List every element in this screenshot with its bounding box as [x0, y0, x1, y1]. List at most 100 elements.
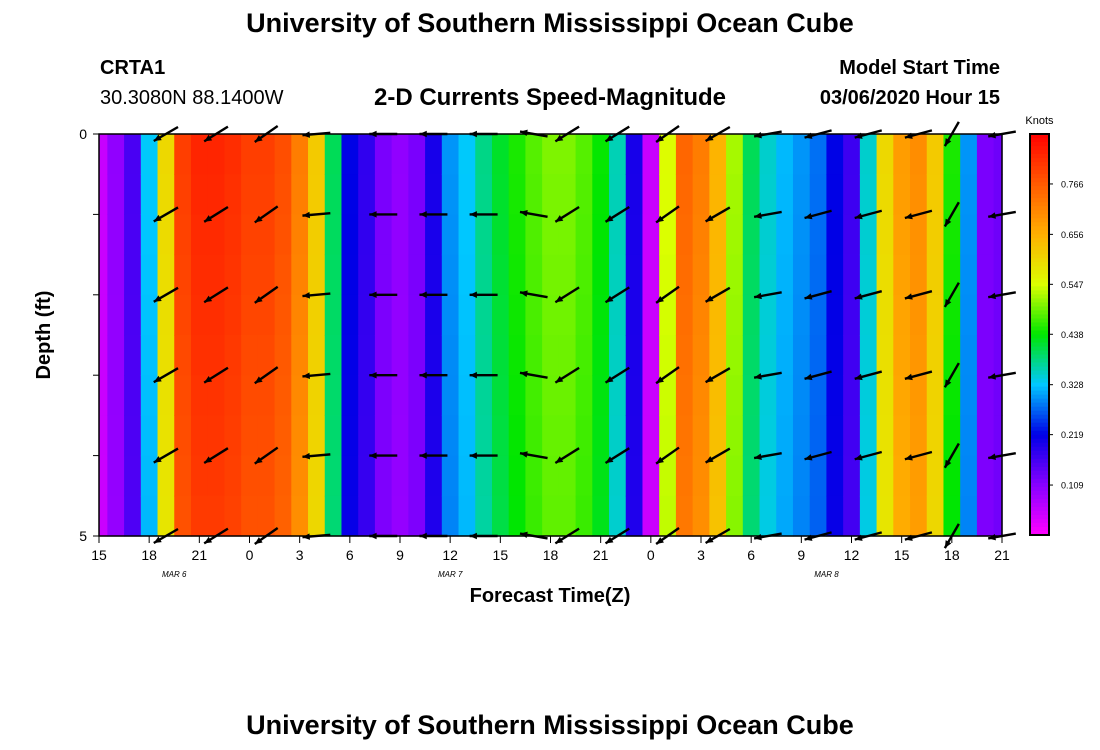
x-tick-label: 18: [141, 547, 157, 563]
heatmap-cell: [257, 254, 276, 296]
heatmap-cell: [308, 294, 326, 336]
heatmap-cell: [441, 495, 460, 537]
colorbar-segment: [1030, 478, 1049, 484]
heatmap-cell: [140, 214, 159, 256]
colorbar-segment: [1030, 150, 1049, 155]
heatmap-cell: [425, 375, 443, 416]
heatmap-cell: [575, 495, 593, 537]
heatmap-cell: [976, 415, 995, 457]
heatmap-cell: [140, 375, 159, 416]
colorbar-segment: [1030, 134, 1049, 139]
heatmap-cell: [308, 254, 326, 296]
heatmap-cell: [709, 455, 727, 497]
current-arrow-head: [854, 373, 863, 381]
current-arrows: [153, 121, 1016, 549]
heatmap-cell: [542, 174, 560, 215]
current-arrow-head: [254, 537, 263, 545]
heatmap-cell: [759, 335, 777, 376]
heatmap-cell: [324, 335, 343, 376]
heatmap-cell: [642, 375, 660, 416]
heatmap-cell: [843, 455, 861, 497]
heatmap-cell: [960, 214, 978, 256]
colorbar-segment: [1030, 194, 1049, 199]
heatmap-cell: [140, 455, 159, 497]
current-arrow: [655, 205, 680, 224]
heatmap-cell: [174, 294, 192, 336]
current-arrow-head: [153, 375, 162, 383]
heatmap-cell: [809, 134, 828, 175]
heatmap-cell: [190, 415, 209, 457]
heatmap-cell: [408, 335, 426, 376]
current-arrow-head: [302, 292, 311, 299]
x-tick-label: 12: [442, 547, 458, 563]
heatmap-cell: [876, 455, 894, 497]
current-arrow-head: [854, 454, 863, 461]
heatmap-cell: [525, 335, 543, 376]
heatmap-cell: [943, 294, 961, 336]
heatmap-cell: [859, 495, 878, 537]
current-arrow-head: [555, 375, 564, 383]
current-arrow: [469, 371, 498, 379]
heatmap-cell: [709, 294, 727, 336]
heatmap-cell: [609, 335, 627, 376]
heatmap-cell: [893, 415, 911, 457]
heatmap-cell: [575, 294, 593, 336]
heatmap-cell: [174, 375, 192, 416]
heatmap-cell: [642, 134, 660, 175]
heatmap-cell: [491, 335, 510, 376]
heatmap-cell: [809, 294, 828, 336]
heatmap-cell: [257, 375, 276, 416]
current-arrow-head: [656, 215, 664, 223]
colorbar-unit: Knots: [1025, 115, 1054, 127]
current-arrow: [519, 290, 548, 299]
heatmap-cell: [575, 214, 593, 256]
current-arrow-head: [904, 454, 913, 461]
current-arrow-head: [519, 210, 528, 217]
heatmap-cell: [675, 134, 694, 175]
heatmap-cell: [408, 214, 426, 256]
heatmap-cell: [843, 375, 861, 416]
heatmap-cell: [174, 254, 192, 296]
heatmap-cell: [859, 455, 878, 497]
current-arrow-head: [419, 371, 427, 379]
heatmap-cell: [107, 294, 125, 336]
heatmap-cell: [960, 134, 978, 175]
current-arrow-head: [555, 295, 564, 303]
current-arrow-head: [369, 452, 377, 459]
current-arrow-head: [204, 536, 213, 544]
heatmap-cell: [425, 455, 443, 497]
heatmap-cell: [625, 495, 644, 537]
heatmap-cell: [207, 214, 226, 256]
colorbar-segment: [1030, 370, 1049, 376]
heatmap-cell: [943, 174, 961, 215]
colorbar-segment: [1030, 426, 1049, 432]
heatmap-cell: [910, 294, 928, 336]
heatmap-cell: [893, 495, 911, 537]
heatmap-cell: [274, 174, 292, 215]
colorbar-segment: [1030, 482, 1049, 488]
heatmap-cell: [575, 455, 593, 497]
heatmap-cell: [726, 495, 744, 537]
current-arrow-head: [705, 214, 714, 222]
colorbar-segment: [1030, 330, 1049, 336]
current-arrow-head: [988, 373, 996, 380]
heatmap-cell: [374, 375, 393, 416]
heatmap-cell: [308, 335, 326, 376]
heatmap-cell: [625, 455, 644, 497]
heatmap-cell: [843, 335, 861, 376]
heatmap-cell: [859, 375, 878, 416]
heatmap-cell: [508, 375, 527, 416]
current-arrow-head: [204, 456, 213, 464]
heatmap-cell: [441, 214, 460, 256]
current-arrow: [904, 290, 933, 300]
heatmap-cell: [592, 134, 610, 175]
current-arrow-head: [754, 292, 762, 300]
colorbar-segment: [1030, 430, 1049, 436]
heatmap-cell: [926, 335, 945, 376]
heatmap-cell: [124, 455, 142, 497]
current-arrow-head: [854, 293, 863, 300]
heatmap-cell: [157, 415, 175, 457]
heatmap-cell: [525, 214, 543, 256]
current-arrow-head: [153, 295, 162, 302]
heatmap-cell: [859, 254, 878, 296]
